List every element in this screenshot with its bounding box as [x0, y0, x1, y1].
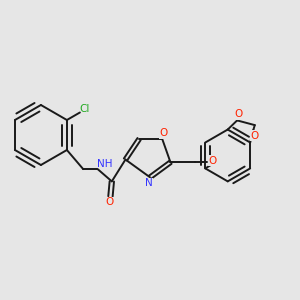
Text: O: O [234, 110, 243, 119]
Text: O: O [208, 156, 216, 166]
Text: Cl: Cl [80, 104, 90, 114]
Text: O: O [250, 131, 259, 141]
Text: NH: NH [97, 159, 113, 169]
Text: N: N [145, 178, 152, 188]
Text: O: O [105, 197, 113, 207]
Text: O: O [160, 128, 168, 138]
